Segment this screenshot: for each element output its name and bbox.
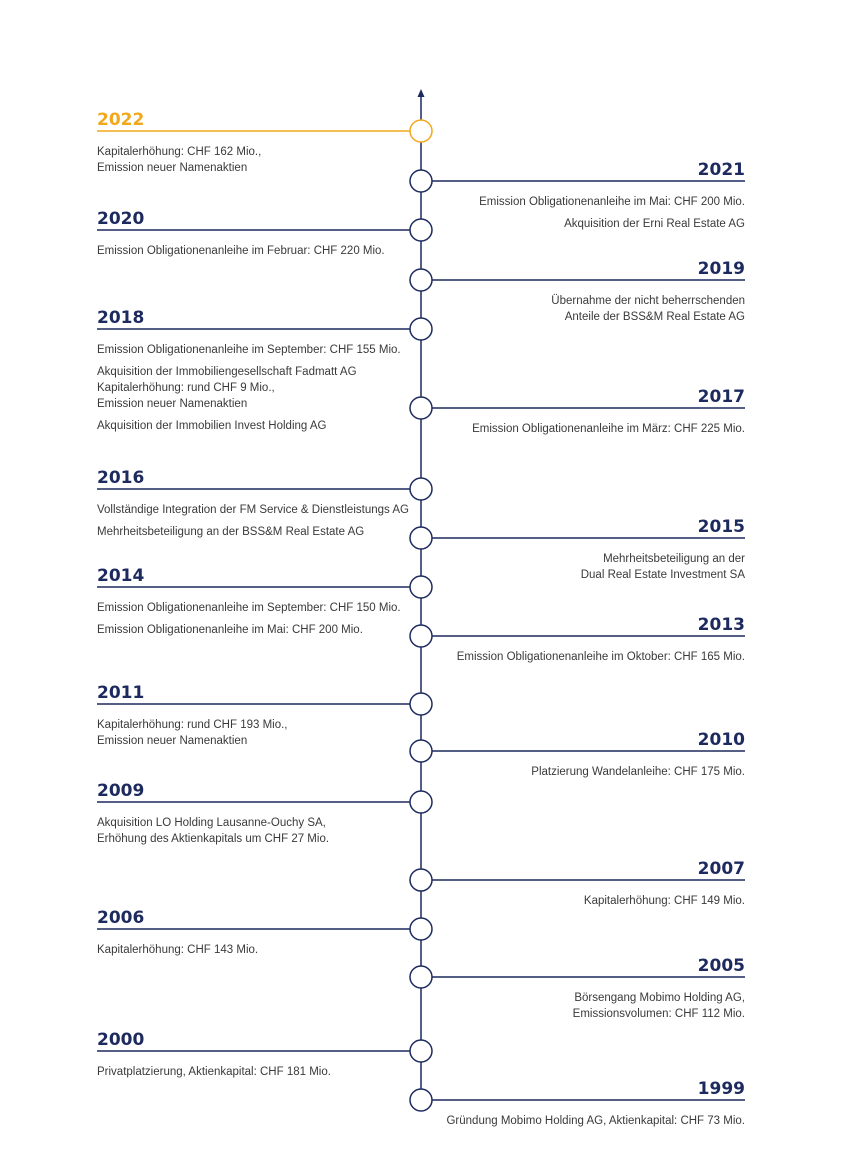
year: 2020	[97, 209, 144, 229]
year: 2013	[698, 615, 745, 635]
event-text: Börsengang Mobimo Holding AG,	[574, 992, 745, 1004]
event-text: Emission Obligationenanleihe im Februar:…	[97, 245, 385, 257]
year: 2014	[97, 566, 144, 586]
year: 2018	[97, 308, 144, 328]
year: 2000	[97, 1030, 144, 1050]
event-text: Akquisition der Immobiliengesellschaft F…	[97, 366, 357, 378]
node	[409, 1088, 433, 1112]
event-text: Gründung Mobimo Holding AG, Aktienkapita…	[446, 1115, 745, 1127]
year: 2006	[97, 908, 144, 928]
year: 2022	[97, 110, 144, 130]
axis-arrow	[417, 89, 425, 97]
year: 2019	[698, 259, 745, 279]
event-text: Kapitalerhöhung: CHF 162 Mio.,	[97, 146, 261, 158]
year: 2005	[698, 956, 745, 976]
node	[409, 526, 433, 550]
event-text: Emission Obligationenanleihe im März: CH…	[472, 423, 745, 435]
year: 2015	[698, 517, 745, 537]
event-text: Akquisition der Immobilien Invest Holdin…	[97, 420, 327, 432]
event-text: Emission Obligationenanleihe im Septembe…	[97, 602, 401, 614]
node	[409, 624, 433, 648]
event-text: Emission neuer Namenaktien	[97, 162, 247, 174]
event-text: Akquisition LO Holding Lausanne-Ouchy SA…	[97, 817, 326, 829]
event-text: Dual Real Estate Investment SA	[581, 569, 746, 581]
node	[409, 218, 433, 242]
node	[409, 317, 433, 341]
year: 2010	[698, 730, 745, 750]
node	[409, 268, 433, 292]
event-text: Anteile der BSS&M Real Estate AG	[565, 311, 745, 323]
event-text: Platzierung Wandelanleihe: CHF 175 Mio.	[531, 766, 745, 778]
event-text: Emission Obligationenanleihe im Oktober:…	[457, 651, 745, 663]
node	[409, 1039, 433, 1063]
event-text: Erhöhung des Aktienkapitals um CHF 27 Mi…	[97, 833, 329, 845]
event-text: Akquisition der Erni Real Estate AG	[564, 218, 745, 230]
event-text: Emission neuer Namenaktien	[97, 735, 247, 747]
year: 2021	[698, 160, 745, 180]
node	[409, 917, 433, 941]
event-text: Kapitalerhöhung: rund CHF 9 Mio.,	[97, 382, 275, 394]
event-text: Emission Obligationenanleihe im Septembe…	[97, 344, 401, 356]
year: 2017	[698, 387, 745, 407]
year: 1999	[698, 1079, 745, 1099]
year: 2011	[97, 683, 144, 703]
year: 2016	[97, 468, 144, 488]
node	[409, 396, 433, 420]
event-text: Kapitalerhöhung: rund CHF 193 Mio.,	[97, 719, 288, 731]
event-text: Emission Obligationenanleihe im Mai: CHF…	[97, 624, 363, 636]
event-text: Kapitalerhöhung: CHF 143 Mio.	[97, 944, 258, 956]
event-text: Vollständige Integration der FM Service …	[97, 504, 409, 516]
year: 2009	[97, 781, 144, 801]
node	[409, 477, 433, 501]
event-text: Emission neuer Namenaktien	[97, 398, 247, 410]
node	[409, 790, 433, 814]
node	[409, 169, 433, 193]
event-text: Kapitalerhöhung: CHF 149 Mio.	[584, 895, 745, 907]
node	[409, 575, 433, 599]
event-text: Mehrheitsbeteiligung an der	[603, 553, 745, 565]
event-text: Privatplatzierung, Aktienkapital: CHF 18…	[97, 1066, 331, 1078]
node	[409, 119, 433, 143]
year: 2007	[698, 859, 745, 879]
node	[409, 868, 433, 892]
event-text: Mehrheitsbeteiligung an der BSS&M Real E…	[97, 526, 364, 538]
node	[409, 692, 433, 716]
event-text: Emissionsvolumen: CHF 112 Mio.	[573, 1008, 745, 1020]
node	[409, 739, 433, 763]
event-text: Übernahme der nicht beherrschenden	[551, 295, 745, 307]
event-text: Emission Obligationenanleihe im Mai: CHF…	[479, 196, 745, 208]
node	[409, 965, 433, 989]
